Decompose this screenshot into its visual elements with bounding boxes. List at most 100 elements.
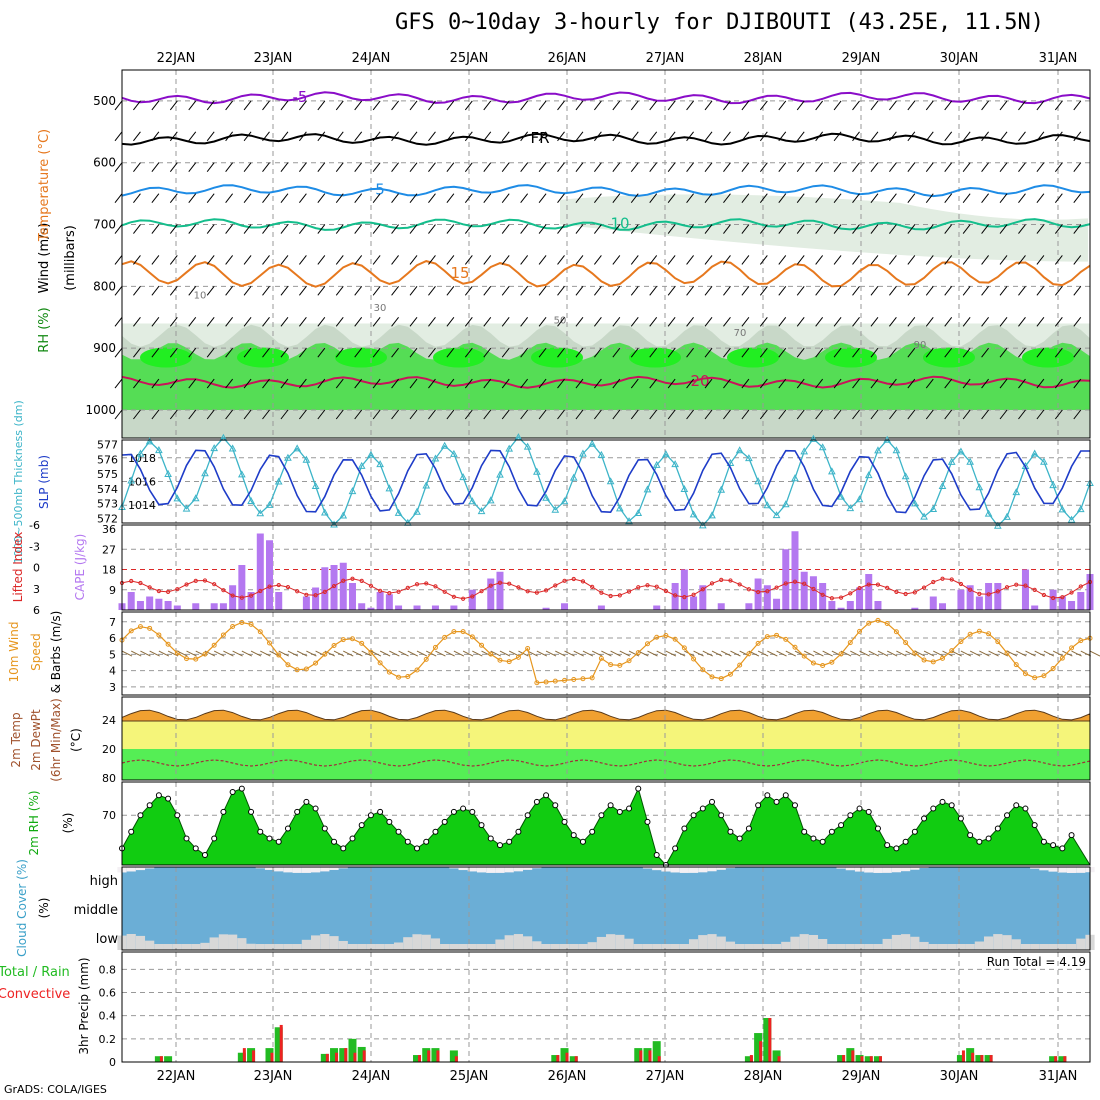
cloud-low [1066,944,1077,950]
wind-barb [538,378,547,389]
cape-bar [496,571,504,610]
precip-total-bar [846,1048,855,1062]
wind-barb [833,347,842,358]
wind-barb [723,378,731,389]
rh-core [923,347,975,368]
wind-barb [575,131,584,142]
thickness-marker [671,460,679,468]
wind-barb [1018,316,1026,327]
cloud-low [910,936,920,950]
thickness-marker [689,510,698,518]
wind-barb [133,100,141,111]
wind-barb-10m [232,650,243,657]
wind-barb [833,409,842,420]
cape-bar [1031,605,1039,610]
cloud-low [440,944,450,950]
rh-marker [948,802,955,809]
rh-marker [1040,838,1047,845]
thickness-marker [302,455,311,463]
wind-barb [796,131,805,142]
rh-marker [552,802,559,809]
cloud-low [191,944,201,950]
rh-marker [672,845,679,852]
wind-barb-10m [177,650,188,657]
wind-barb [428,409,436,420]
cloud-high [873,867,883,873]
wind-barb [557,409,565,420]
panel-frame-cape [121,524,1091,611]
wind-barb [962,131,971,142]
wind-barb [981,100,989,111]
precip-total-bar [966,1048,975,1062]
wind-barb [464,347,473,358]
cape-bar [975,596,983,610]
wind-speed-marker [967,631,973,637]
wind-barb [298,286,307,296]
wind-barb [133,409,141,420]
wind-barb [778,193,787,203]
li-marker [811,586,816,592]
cape-bar [127,592,135,610]
rh-contour-label: 10 [194,291,207,302]
wind-barb [243,131,252,142]
wind-barb [870,224,879,234]
cloud-low [864,944,874,950]
li-marker [663,588,669,594]
wind-barb [428,100,436,111]
ylabel-2m-dewpt: 2m DewPt [29,709,43,771]
cape-bar [1077,592,1085,610]
cape-bar [321,567,329,610]
cape-bar [275,592,283,610]
cloud-low [974,941,984,950]
precip-conv-bar [556,1055,560,1062]
wind-barb [686,131,694,142]
wind-barb [593,378,602,389]
cape-bar [542,607,550,610]
wind-barb [962,347,971,358]
wind-speed-marker [783,636,789,642]
thickness-marker [864,471,873,479]
cape-bar [561,603,569,610]
wind-barb [225,286,234,296]
cloud-high [901,867,911,872]
thickness-marker [662,450,670,458]
wind-barb [889,193,897,203]
cloud-high [670,867,680,873]
cloud-low [781,941,791,950]
cape-bar [376,592,384,610]
thickness-marker [330,520,338,528]
wind-barb [852,378,860,389]
wind-barb [428,224,436,234]
wind-barb [612,100,621,111]
wind-barb [501,255,510,265]
wind-barb [870,255,879,265]
thickness-marker [422,481,431,489]
wind-speed-marker [156,632,162,638]
wind-barb [483,409,492,420]
wind-barb [280,255,289,265]
wind-barb [999,162,1008,173]
ylabel-temp-units: (°C) [69,728,83,752]
wind-barb [428,286,436,296]
wind-barb [262,347,270,358]
thickness-marker [191,494,200,502]
rh-marker [764,792,771,799]
wind-barb [335,378,344,389]
ylabel-temperature: Temperature (°C) [37,129,52,242]
wind-barb [409,224,418,234]
wind-barb [741,193,750,203]
wind-barb [889,224,897,234]
li-marker [442,589,447,594]
isotherm-label: -5 [293,88,308,106]
isotherm-label: 15 [450,264,469,282]
wind-barb [151,162,160,173]
wind-barb [833,162,842,173]
thickness-marker [311,481,320,489]
temp-fill [121,709,1091,722]
wind-barb [298,162,307,173]
wind-barb [778,347,787,358]
li-marker [295,589,300,594]
wind-barb [593,131,602,142]
wind-speed-marker [949,648,955,654]
cloud-low [467,944,477,950]
